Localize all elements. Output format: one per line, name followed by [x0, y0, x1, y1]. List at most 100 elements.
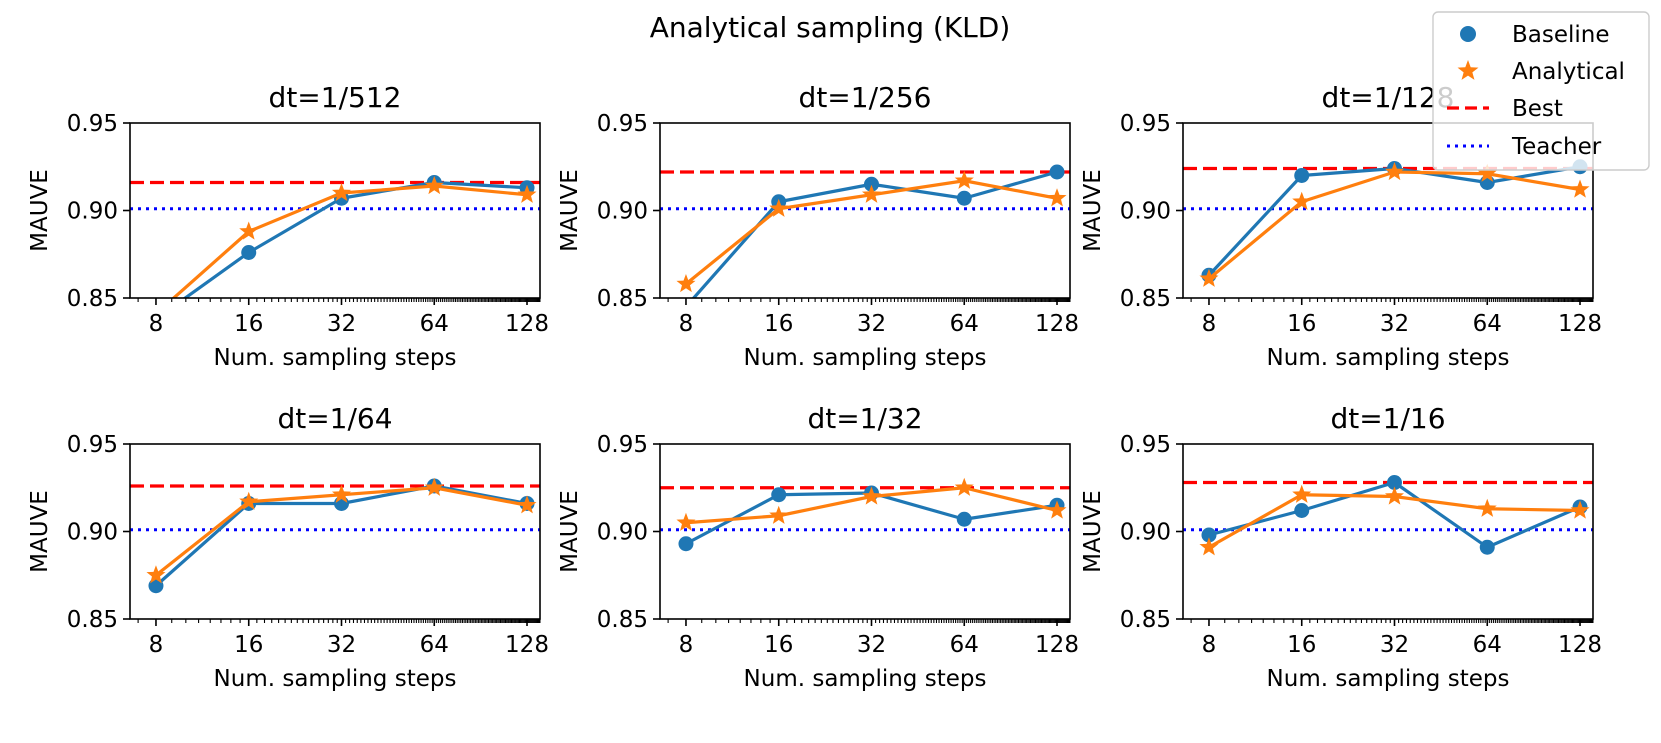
x-tick-label: 64 [1473, 311, 1502, 337]
x-tick-label: 128 [505, 311, 549, 337]
baseline-point [863, 176, 879, 192]
subplot-2: dt=1/256 0.85 0.90 0.95 8 16 32 64 128 Num. sampl… [557, 81, 1079, 371]
y-tick-label: 0.90 [597, 199, 648, 225]
analytical-point [1477, 163, 1497, 182]
legend-label: Best [1512, 96, 1563, 122]
x-axis-label: Num. sampling steps [744, 666, 987, 692]
y-axis-label: MAUVE [27, 169, 53, 252]
analytical-point [146, 565, 166, 584]
y-tick-label: 0.95 [1120, 111, 1171, 137]
axes-frame [129, 443, 541, 620]
subplot-5: dt=1/32 0.85 0.90 0.95 8 16 32 64 128 Num. sampli… [557, 402, 1079, 692]
y-tick-label: 0.85 [67, 286, 118, 312]
plot-area [660, 477, 1070, 552]
baseline-point [1479, 539, 1495, 555]
analytical-point [1047, 188, 1067, 207]
subplot-title: dt=1/32 [807, 402, 922, 435]
analytical-point [331, 484, 351, 503]
analytical-point [331, 183, 351, 202]
legend-analytical-marker [1457, 60, 1479, 80]
x-tick-label: 128 [505, 632, 549, 658]
analytical-point [676, 274, 696, 293]
axes-frame [659, 443, 1071, 620]
baseline-series-line [1207, 165, 1581, 277]
subplot-4: dt=1/64 0.85 0.90 0.95 8 16 32 64 128 Num. sampli… [27, 402, 549, 692]
x-tick-label: 32 [327, 311, 356, 337]
x-tick-label: 64 [420, 632, 449, 658]
analytical-point [769, 505, 789, 524]
analytical-point [517, 184, 537, 203]
baseline-point [1049, 164, 1065, 180]
baseline-point [771, 487, 787, 503]
y-tick-label: 0.85 [67, 607, 118, 633]
subplot-title: dt=1/512 [269, 81, 402, 114]
analytical-point [1292, 191, 1312, 210]
y-axis-label: MAUVE [27, 490, 53, 573]
y-axis-label: MAUVE [557, 490, 583, 573]
axes-frame [659, 122, 1071, 299]
analytical-point [517, 495, 537, 514]
x-tick-label: 8 [679, 632, 694, 658]
y-axis-label: MAUVE [1080, 490, 1106, 573]
x-tick-label: 32 [857, 632, 886, 658]
legend-label: Teacher [1511, 134, 1602, 160]
analytical-point [1570, 500, 1590, 519]
plot-area [1183, 475, 1593, 556]
y-tick-label: 0.85 [1120, 286, 1171, 312]
analytical-point [424, 176, 444, 195]
y-tick-label: 0.85 [597, 607, 648, 633]
y-tick-label: 0.90 [67, 520, 118, 546]
x-tick-label: 8 [1202, 311, 1217, 337]
analytical-point [1292, 484, 1312, 503]
plot-area [130, 477, 540, 594]
plot-area [660, 164, 1070, 298]
analytical-point [954, 477, 974, 496]
x-tick-label: 64 [420, 311, 449, 337]
y-tick-label: 0.90 [1120, 199, 1171, 225]
baseline-point [1294, 503, 1310, 518]
x-tick-label: 128 [1035, 311, 1079, 337]
x-tick-label: 64 [950, 632, 979, 658]
x-tick-label: 8 [149, 632, 164, 658]
analytical-point [1570, 179, 1590, 198]
axes-frame [1182, 443, 1594, 620]
baseline-point [956, 511, 972, 527]
baseline-point [148, 578, 164, 594]
analytical-point [954, 170, 974, 189]
x-axis-label: Num. sampling steps [214, 666, 457, 692]
x-axis-label: Num. sampling steps [1267, 345, 1510, 371]
y-axis-label: MAUVE [1080, 169, 1106, 252]
legend-label: Analytical [1512, 59, 1625, 85]
y-tick-label: 0.85 [1120, 607, 1171, 633]
analytical-point [1199, 268, 1219, 287]
analytical-point [1047, 500, 1067, 519]
baseline-point [241, 245, 257, 260]
analytical-point [1384, 162, 1404, 181]
x-tick-label: 16 [234, 632, 263, 658]
x-tick-label: 32 [327, 632, 356, 658]
subplot-6: dt=1/16 0.85 0.90 0.95 8 16 32 64 128 Num. sampli… [1080, 402, 1602, 692]
analytical-point [676, 512, 696, 531]
x-tick-label: 32 [1380, 632, 1409, 658]
x-tick-label: 8 [149, 311, 164, 337]
baseline-point [1386, 475, 1402, 490]
x-tick-label: 8 [1202, 632, 1217, 658]
axes-frame [129, 122, 541, 299]
baseline-point [1201, 527, 1217, 543]
analytical-point [1477, 498, 1497, 517]
x-tick-label: 8 [679, 311, 694, 337]
subplot-title: dt=1/16 [1330, 402, 1445, 435]
x-tick-label: 128 [1558, 632, 1602, 658]
y-axis-label: MAUVE [557, 169, 583, 252]
y-tick-label: 0.95 [1120, 432, 1171, 458]
subplot-title: dt=1/64 [277, 402, 392, 435]
legend-box [1432, 11, 1650, 171]
analytical-point [1384, 486, 1404, 505]
x-tick-label: 16 [1287, 311, 1316, 337]
x-tick-label: 16 [1287, 632, 1316, 658]
subplot-1: dt=1/512 0.85 0.90 0.95 8 16 32 64 128 Num. sampl… [27, 81, 549, 371]
analytical-point [239, 491, 259, 510]
analytical-point [1199, 537, 1219, 556]
